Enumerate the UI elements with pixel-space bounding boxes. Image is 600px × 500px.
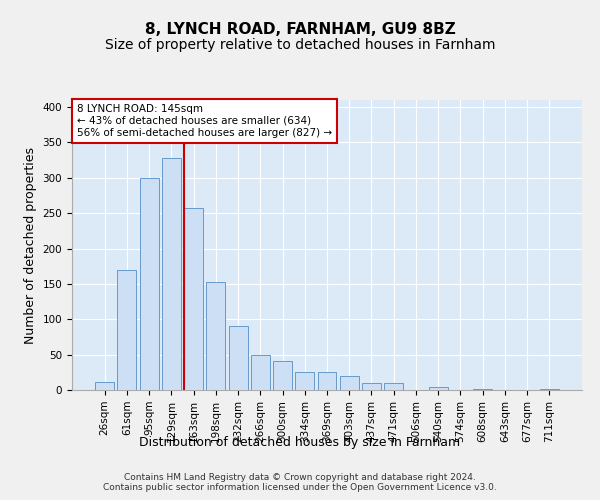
Bar (162, 158, 181, 390)
Bar (118, 270, 136, 390)
Bar (95, 382, 114, 390)
Bar (140, 178, 158, 390)
Y-axis label: Number of detached properties: Number of detached properties (24, 146, 37, 344)
Text: Size of property relative to detached houses in Farnham: Size of property relative to detached ho… (105, 38, 495, 52)
Text: 8, LYNCH ROAD, FARNHAM, GU9 8BZ: 8, LYNCH ROAD, FARNHAM, GU9 8BZ (145, 22, 455, 38)
Text: Distribution of detached houses by size in Farnham: Distribution of detached houses by size … (139, 436, 461, 449)
Bar (184, 208, 203, 390)
Text: Contains HM Land Registry data © Crown copyright and database right 2024.
Contai: Contains HM Land Registry data © Crown c… (103, 472, 497, 492)
Bar (429, 387, 448, 390)
Bar (362, 383, 381, 390)
Bar (384, 383, 403, 390)
Bar (295, 372, 314, 390)
Text: 8 LYNCH ROAD: 145sqm
← 43% of detached houses are smaller (634)
56% of semi-deta: 8 LYNCH ROAD: 145sqm ← 43% of detached h… (77, 104, 332, 138)
Bar (206, 282, 225, 390)
Bar (317, 372, 337, 390)
Bar (251, 354, 270, 390)
Bar (340, 376, 359, 390)
Bar (229, 326, 248, 390)
Bar (273, 361, 292, 390)
